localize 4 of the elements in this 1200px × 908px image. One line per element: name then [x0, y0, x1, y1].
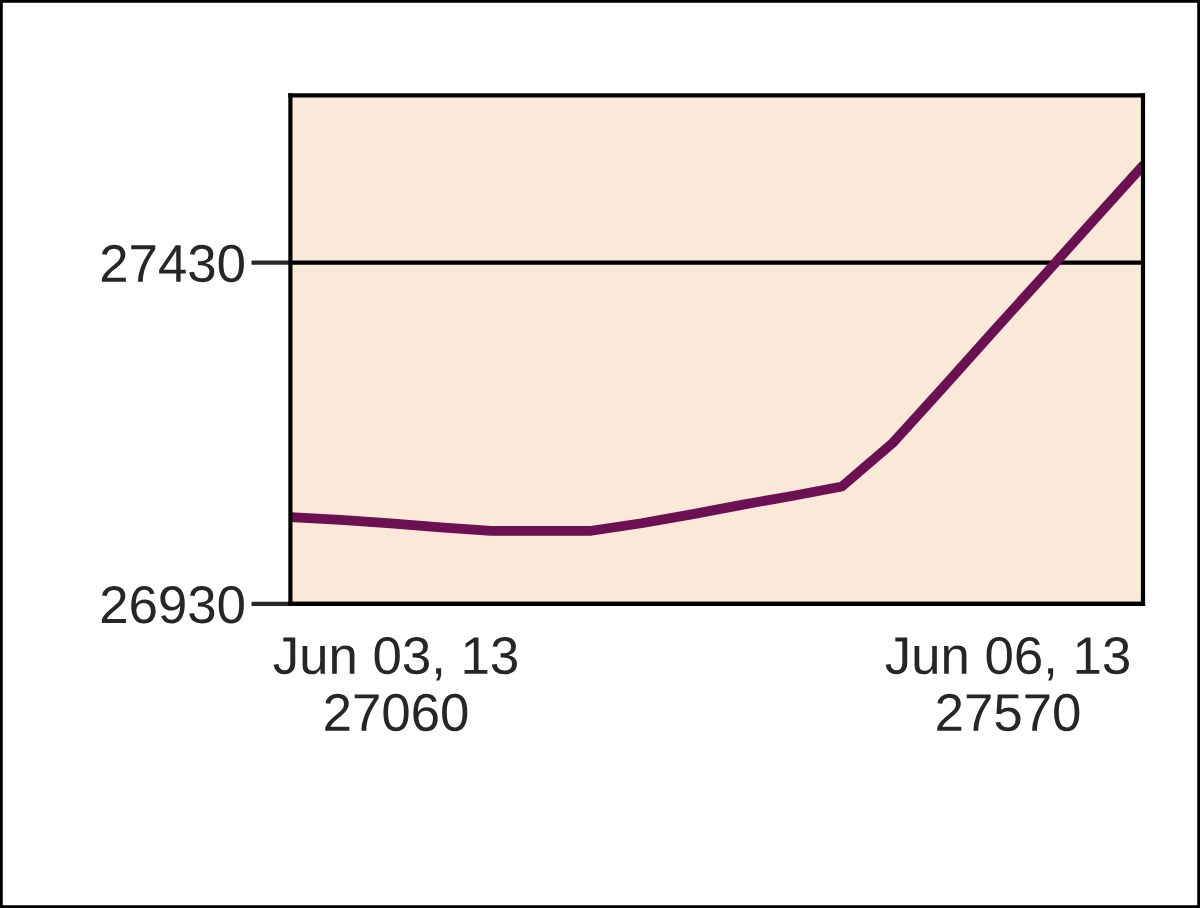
text: Jun 06, 13 27570 [885, 636, 1129, 732]
y-tick-label: 27430 [101, 244, 244, 283]
y-tick-label: 26930 [101, 586, 244, 624]
text: Jun 03, 13 27060 [273, 636, 517, 732]
